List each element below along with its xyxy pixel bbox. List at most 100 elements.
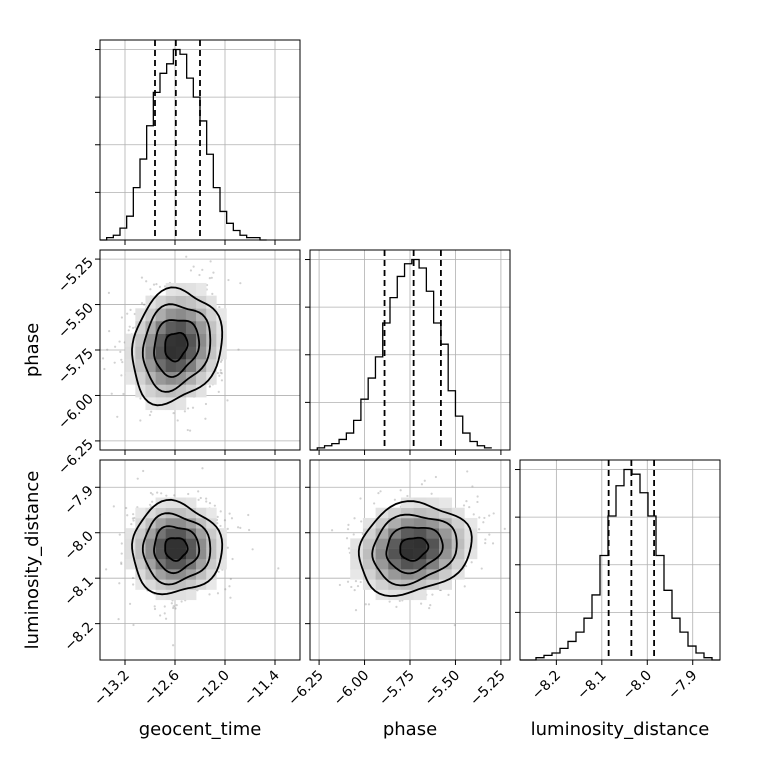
sample-point [429,603,432,607]
density-cell [165,538,177,549]
y-tick-label: −6.00 [55,391,97,433]
sample-point [398,599,401,603]
density-cell [135,569,146,580]
xlabel-phase: phase [383,719,437,740]
sample-point [431,593,434,596]
sample-point [208,593,211,596]
sample-point [120,561,123,564]
sample-point [447,593,450,596]
sample-point [153,605,156,608]
sample-point [149,491,153,495]
sample-point [226,527,229,530]
density-cell [175,346,187,360]
sample-point [142,469,145,473]
density-cell [206,548,217,560]
histogram-phase [310,258,492,451]
density-cell [196,384,207,398]
sample-point [462,504,466,507]
sample-point [373,502,376,505]
sample-point [239,526,242,529]
sample-point [126,514,129,517]
sample-point [170,602,173,605]
sample-point [356,584,360,588]
density-cell [388,528,402,539]
density-cell [175,517,187,529]
sample-point [172,606,175,610]
sample-point [152,283,156,286]
sample-point [103,367,106,371]
sample-point [139,397,142,400]
sample-point [216,372,219,375]
density-cell [216,558,227,570]
density-cell [362,517,376,529]
density-cell [375,548,389,560]
sample-point [277,567,280,570]
density-cell [388,507,402,519]
density-cell [426,528,440,539]
density-cell [155,346,167,360]
density-cell [388,538,402,549]
density-cell [196,346,207,360]
density-cell [413,507,427,519]
density-cell [439,528,452,539]
density-cell [165,359,177,373]
hist-panel-phase [305,249,511,451]
sample-point [423,479,426,482]
density-cell [175,295,187,309]
density-cell [196,282,207,296]
density-cell [175,548,187,560]
sample-point [354,580,358,583]
contour-line [164,537,189,562]
density-cell [196,517,207,529]
x-tick-label: −6.00 [331,668,373,710]
sample-point [230,517,234,520]
sample-point [131,517,135,520]
sample-point [120,374,123,377]
sample-point [113,361,116,364]
sample-point [236,526,240,529]
sample-point [468,506,471,509]
histogram-luminosity_distance [520,468,720,661]
density-cell [400,497,414,509]
density-cell [135,346,146,360]
sample-point [151,493,154,496]
density-cell [155,359,167,373]
axes-frame [519,459,721,661]
sample-point [226,399,229,402]
density-cell [375,517,389,529]
density-cell [196,359,207,373]
sample-point [247,513,250,517]
density-cell [451,507,465,519]
density-cell [185,517,197,529]
contour-line [153,525,201,575]
density-cell [206,333,217,347]
sample-point [101,357,105,360]
sample-point [153,607,157,611]
density-cell [206,359,217,373]
sample-point [480,567,483,570]
sample-point [228,585,231,588]
sample-point [198,273,201,277]
ylabel-phase: phase [22,323,43,377]
sample-point [118,340,121,343]
sample-point [107,291,111,294]
density-cell [464,517,478,529]
density-cell [155,507,167,519]
density-cell [135,308,146,322]
sample-point [126,312,129,315]
density-cell [400,589,414,601]
sample-point [471,485,474,488]
panel-geocent_time-vs-phase [99,249,301,451]
sample-point [466,470,469,473]
sample-point [353,517,356,520]
sample-point [220,379,224,382]
sample-point [174,607,177,610]
density-cell [165,569,177,580]
y-tick-label: −8.0 [61,528,96,563]
density-cell [165,558,177,570]
sample-point [388,600,391,603]
sample-point [148,503,152,506]
density-cell [413,548,427,560]
density-cell [439,569,452,580]
sample-point [399,489,402,492]
